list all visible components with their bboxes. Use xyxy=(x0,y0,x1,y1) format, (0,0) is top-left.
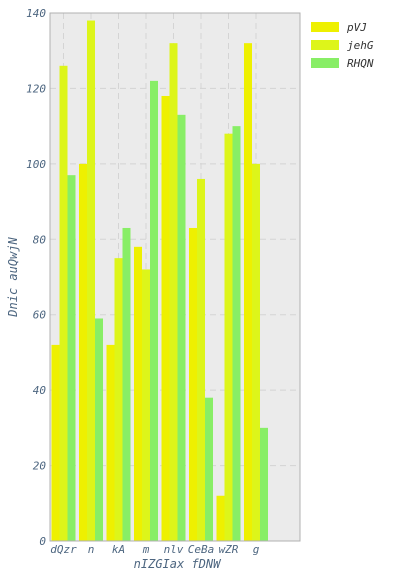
bar-pVJ-wZR xyxy=(216,495,225,541)
y-tick-label: 120 xyxy=(26,82,46,95)
bar-RHQN-g xyxy=(260,427,268,541)
legend-swatch-jehG xyxy=(311,40,339,50)
bar-pVJ-nlv xyxy=(161,95,170,541)
legend: pVJ jehG RHQN xyxy=(311,21,374,70)
x-tick-label: wZR xyxy=(219,543,239,556)
y-axis-label: Dnic auQwjN xyxy=(6,236,20,317)
x-tick-labels: dQzr n kA m nlv CeBa wZR g xyxy=(50,543,259,556)
y-tick-label: 40 xyxy=(33,384,47,397)
y-tick-labels: 0 20 40 60 80 100 120 140 xyxy=(26,7,46,548)
x-tick-label: g xyxy=(253,543,260,556)
legend-swatch-RHQN xyxy=(311,58,339,68)
y-tick-label: 0 xyxy=(39,535,46,548)
bar-pVJ-n xyxy=(79,163,87,541)
bar-RHQN-kA xyxy=(122,227,131,541)
bar-pVJ-kA xyxy=(106,344,115,541)
bar-RHQN-dQzr xyxy=(67,175,76,541)
y-tick-label: 100 xyxy=(26,158,46,171)
y-tick-label: 80 xyxy=(33,233,47,246)
x-tick-label: nlv xyxy=(164,543,184,556)
axes xyxy=(49,12,301,542)
y-tick-label: 60 xyxy=(33,309,47,322)
x-tick-label: dQzr xyxy=(50,543,77,556)
legend-swatch-pVJ xyxy=(311,22,339,32)
x-tick-label: n xyxy=(88,543,95,556)
bar-jehG-n xyxy=(87,20,95,542)
bars xyxy=(51,20,268,542)
bar-jehG-g xyxy=(252,163,260,541)
bar-RHQN-m xyxy=(150,80,158,541)
bar-pVJ-dQzr xyxy=(51,344,60,541)
bar-jehG-dQzr xyxy=(59,65,68,542)
legend-label-pVJ: pVJ xyxy=(346,21,367,34)
bar-jehG-m xyxy=(142,269,150,541)
x-tick-label: kA xyxy=(112,543,125,556)
bar-pVJ-CeBa xyxy=(189,227,197,541)
bar-RHQN-n xyxy=(95,318,103,541)
plot-frame xyxy=(49,12,301,542)
bar-RHQN-wZR xyxy=(232,126,241,542)
legend-label-RHQN: RHQN xyxy=(347,57,374,70)
bar-jehG-kA xyxy=(114,258,123,541)
bar-jehG-nlv xyxy=(169,43,178,542)
bar-RHQN-nlv xyxy=(177,114,186,541)
legend-label-jehG: jehG xyxy=(347,39,374,52)
bar-RHQN-CeBa xyxy=(205,397,213,541)
y-tick-label: 140 xyxy=(26,7,46,20)
x-axis-label: nIZGIax fDNW xyxy=(134,557,222,571)
x-tick-label: CeBa xyxy=(188,543,215,556)
bar-jehG-CeBa xyxy=(197,178,205,541)
bar-jehG-wZR xyxy=(224,133,233,541)
bar-pVJ-g xyxy=(244,43,252,542)
y-tick-label: 20 xyxy=(33,460,47,473)
x-tick-label: m xyxy=(142,543,150,556)
bar-pVJ-m xyxy=(134,246,142,542)
